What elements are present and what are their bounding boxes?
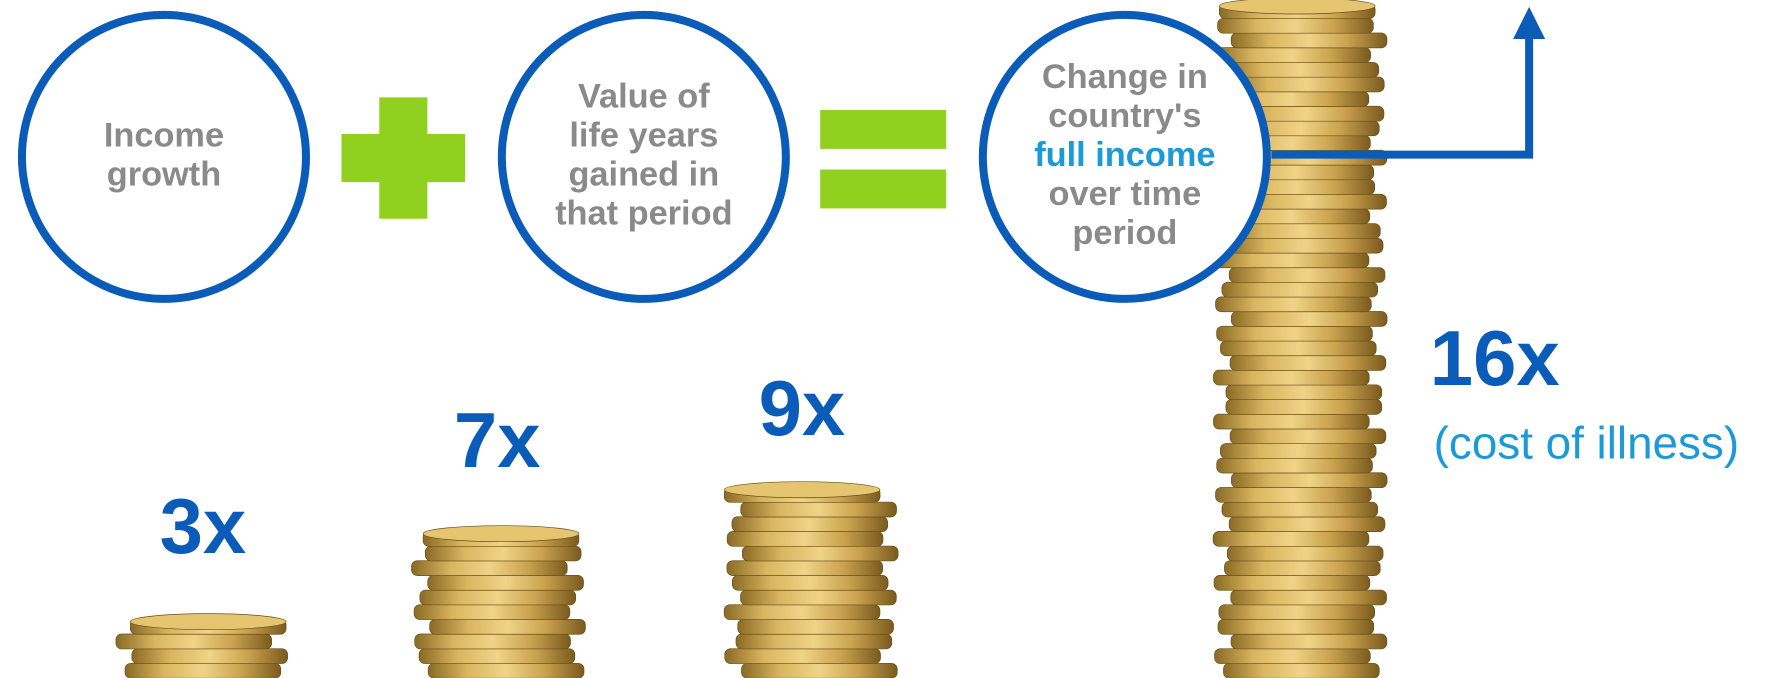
equation-text: Income (104, 117, 224, 155)
coin (411, 561, 567, 576)
coin (420, 590, 576, 605)
equation-text: Change in (1042, 58, 1208, 96)
equation-text: Value of (578, 78, 710, 116)
equation-text: life years (569, 117, 718, 155)
coin (132, 649, 288, 664)
coin (1220, 443, 1376, 458)
coin (1215, 48, 1371, 63)
coin (741, 663, 897, 678)
coin (1213, 414, 1369, 429)
arrow-head (1513, 7, 1545, 39)
multiplier-note: (cost of illness) (1434, 418, 1739, 469)
coin (1230, 429, 1386, 444)
coin (732, 517, 888, 532)
coin (1213, 531, 1369, 546)
coin (125, 663, 281, 678)
equation-text: full income (1034, 136, 1215, 174)
coin (1229, 517, 1385, 532)
coin (741, 590, 897, 605)
coin (1222, 282, 1378, 297)
coin (1215, 649, 1371, 664)
coin (1231, 473, 1387, 488)
coin (1217, 458, 1373, 473)
equation-text: gained in (568, 155, 719, 193)
equation-text: that period (555, 194, 732, 232)
multiplier: 9x (759, 365, 846, 452)
coin (1229, 268, 1385, 283)
coin (1218, 619, 1374, 634)
coin (1231, 312, 1387, 327)
coin (1220, 341, 1376, 356)
coin (724, 605, 880, 620)
coin-top (1219, 0, 1375, 14)
coin (1213, 370, 1369, 385)
coin (1223, 62, 1379, 77)
coin (1223, 663, 1379, 678)
coin (1226, 385, 1382, 400)
coin (428, 663, 584, 678)
coin (742, 546, 898, 561)
coin (1231, 634, 1387, 649)
multiplier: 7x (454, 397, 541, 484)
coin (736, 634, 892, 649)
coin-top (423, 526, 579, 542)
plus-sign (379, 97, 427, 218)
coin (1217, 326, 1373, 341)
coin (1218, 18, 1374, 33)
coin (1231, 590, 1387, 605)
coin (1219, 605, 1375, 620)
coin (425, 546, 581, 561)
coin-top (724, 482, 880, 498)
coin (727, 561, 883, 576)
coin (1227, 238, 1383, 253)
coin (430, 619, 586, 634)
multiplier: 3x (160, 483, 247, 570)
coin (1216, 297, 1372, 312)
coin (415, 634, 571, 649)
coin (1213, 253, 1369, 268)
coin (1231, 33, 1387, 48)
equation-text: growth (107, 155, 221, 193)
equals-sign (820, 170, 946, 209)
coin-top (130, 614, 286, 630)
coin (428, 575, 584, 590)
coin (116, 634, 272, 649)
equals-sign (820, 110, 946, 149)
equation-text: period (1072, 214, 1177, 252)
coin (1214, 575, 1370, 590)
coin (1224, 561, 1380, 576)
coin (1230, 355, 1386, 370)
multiplier: 16x (1430, 315, 1560, 402)
coin (732, 575, 888, 590)
equation-text: country's (1048, 97, 1201, 135)
coin (1227, 546, 1383, 561)
equation-text: over time (1048, 175, 1201, 213)
coin (414, 605, 570, 620)
coin (727, 531, 883, 546)
coin (725, 649, 881, 664)
infographic: Incomegrowth Value oflife yearsgained int… (0, 0, 1787, 678)
coin (1222, 502, 1378, 517)
coin (741, 502, 897, 517)
page: Incomegrowth Value oflife yearsgained int… (0, 0, 1787, 678)
coin (1226, 399, 1382, 414)
coin (419, 649, 575, 664)
coin (738, 619, 894, 634)
coin (1216, 487, 1372, 502)
